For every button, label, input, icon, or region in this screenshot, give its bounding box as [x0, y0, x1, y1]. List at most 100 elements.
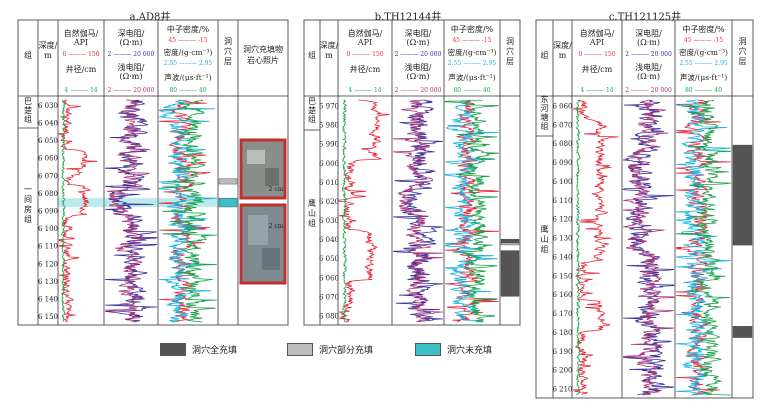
depth-label: 6 070: [552, 121, 572, 129]
core-photo-detail: [248, 215, 268, 245]
depth-label: 6 150: [38, 313, 58, 321]
depth-label: 6 000: [319, 160, 339, 168]
legend-full-swatch: [160, 342, 186, 356]
head-den: 密度/(g·cm⁻³): [679, 47, 728, 57]
gr-curve: [58, 99, 98, 323]
rs-curve: [622, 99, 675, 396]
head-ac: 声波/(μs·ft⁻¹): [680, 72, 727, 82]
head-cnl: 中子密度/%: [167, 24, 210, 34]
rd-curve: [621, 99, 675, 396]
head-cal: 井径/cm: [350, 64, 381, 74]
depth-label: 6 200: [552, 367, 572, 375]
head-depth: 深度/m: [320, 40, 339, 60]
head-gr-range: 0 ——— 150: [346, 51, 383, 58]
depth-label: 6 030: [319, 217, 339, 225]
panel-1: 组深度/m 自然伽马/API 0 ——— 150 井径/cm 4 ——— 14 深电阻/(…: [303, 19, 521, 326]
depth-label: 6 040: [38, 119, 58, 127]
rs-curve: [105, 99, 151, 323]
head-depth: 深度/m: [39, 40, 58, 60]
head-den-range: 2.55 ——— 2.95: [679, 60, 728, 67]
cave-partial: [218, 178, 238, 185]
den-curve: [444, 99, 499, 323]
depth-label: 6 100: [552, 178, 572, 186]
head-rd-range: 2 ——— 20 000: [108, 51, 155, 58]
depth-label: 6 130: [552, 235, 572, 243]
cave-full: [500, 250, 520, 297]
cave-full: [732, 144, 753, 246]
depth-label: 6 080: [319, 312, 339, 320]
legend-unfilled-swatch: [415, 342, 441, 356]
depth-label: 6 090: [38, 208, 58, 216]
head-cnl: 中子密度/%: [682, 24, 725, 34]
cave-unfilled: [218, 197, 238, 208]
panel-b-title: b.TH12144井: [374, 12, 442, 23]
head-cal: 井径/cm: [582, 64, 613, 74]
depth-label: 6 030: [38, 102, 58, 110]
head-cnl: 中子密度/%: [451, 24, 494, 34]
cave-zone-highlight: [58, 198, 218, 207]
core-photo-detail: [265, 168, 279, 186]
panel-frame: [535, 19, 754, 399]
depth-label: 5 990: [319, 141, 339, 149]
rs-curve: [392, 99, 444, 323]
head-ac: 声波/(μs·ft⁻¹): [448, 72, 495, 82]
cnl-curve: [445, 99, 499, 323]
panel-frame: [303, 19, 521, 326]
head-cal-range: 4 ——— 14: [580, 87, 613, 94]
head-rs: 浅电阻/(Ω·m): [118, 62, 145, 81]
head-cal-range: 4 ——— 14: [348, 87, 381, 94]
head-den-range: 2.55 ——— 2.95: [164, 60, 213, 67]
formation-label: 一间房组: [24, 185, 32, 224]
formation-label: 鹰山组: [308, 198, 316, 228]
den-curve: [676, 99, 731, 396]
depth-label: 6 090: [552, 159, 572, 167]
depth-label: 6 010: [319, 179, 339, 187]
depth-label: 6 190: [552, 348, 572, 356]
rd-curve: [105, 99, 159, 323]
gr-curve: [338, 99, 390, 323]
head-formation: 组: [308, 50, 316, 60]
depth-label: 6 100: [38, 225, 58, 233]
head-rs-range: 2 ——— 20 000: [395, 87, 442, 94]
panel-a-title: a.AD8井: [129, 12, 171, 23]
cave-full: [732, 326, 753, 338]
cal-curve: [575, 99, 581, 396]
head-cave: 洞穴层: [506, 36, 514, 66]
head-rs: 浅电阻/(Ω·m): [635, 62, 662, 81]
head-cnl-range: 45 ——— -15: [168, 37, 207, 44]
depth-label: 6 080: [38, 190, 58, 198]
depth-label: 6 020: [319, 198, 339, 206]
head-rs-range: 2 ——— 20 000: [625, 87, 672, 94]
ac-curve: [444, 99, 499, 323]
depth-label: 6 150: [552, 272, 572, 280]
depth-label: 6 110: [38, 243, 58, 251]
head-den: 密度/(g·cm⁻³): [448, 47, 497, 57]
panel-frame: [17, 19, 289, 326]
head-den: 密度/(g·cm⁻³): [164, 47, 213, 57]
depth-label: 6 070: [38, 172, 58, 180]
head-formation: 组: [24, 50, 32, 60]
legend-full: 洞穴全充填: [160, 342, 237, 356]
head-rd: 深电阻/(Ω·m): [635, 28, 662, 47]
legend-partial-label: 洞穴部分充填: [319, 345, 374, 356]
gr-curve: [572, 99, 619, 396]
depth-label: 6 060: [552, 102, 572, 110]
head-rd-range: 2 ——— 20 000: [395, 51, 442, 58]
head-gr: 自然伽马/API: [64, 28, 99, 47]
depth-label: 6 080: [552, 140, 572, 148]
head-ac: 声波/(μs·ft⁻¹): [164, 72, 211, 82]
formation-label: 巴楚组: [308, 97, 316, 124]
depth-label: 6 180: [552, 329, 572, 337]
panel-0: 组深度/m 自然伽马/API 0 ——— 150 井径/cm 4 ——— 14 深电阻/(…: [17, 19, 289, 326]
head-cnl-range: 45 ——— -15: [452, 37, 491, 44]
head-cave: 洞穴层: [224, 36, 232, 66]
head-cal: 井径/cm: [66, 64, 97, 74]
legend-unfilled: 洞穴未充填: [415, 342, 492, 356]
scale-bar-label: 2 cm: [269, 223, 284, 230]
depth-label: 6 070: [319, 293, 339, 301]
head-cave: 洞穴层: [739, 36, 747, 66]
legend-partial: 洞穴部分充填: [287, 342, 373, 356]
head-rd: 深电阻/(Ω·m): [405, 28, 432, 47]
depth-label: 6 060: [319, 274, 339, 282]
head-depth: 深度/m: [553, 40, 572, 60]
